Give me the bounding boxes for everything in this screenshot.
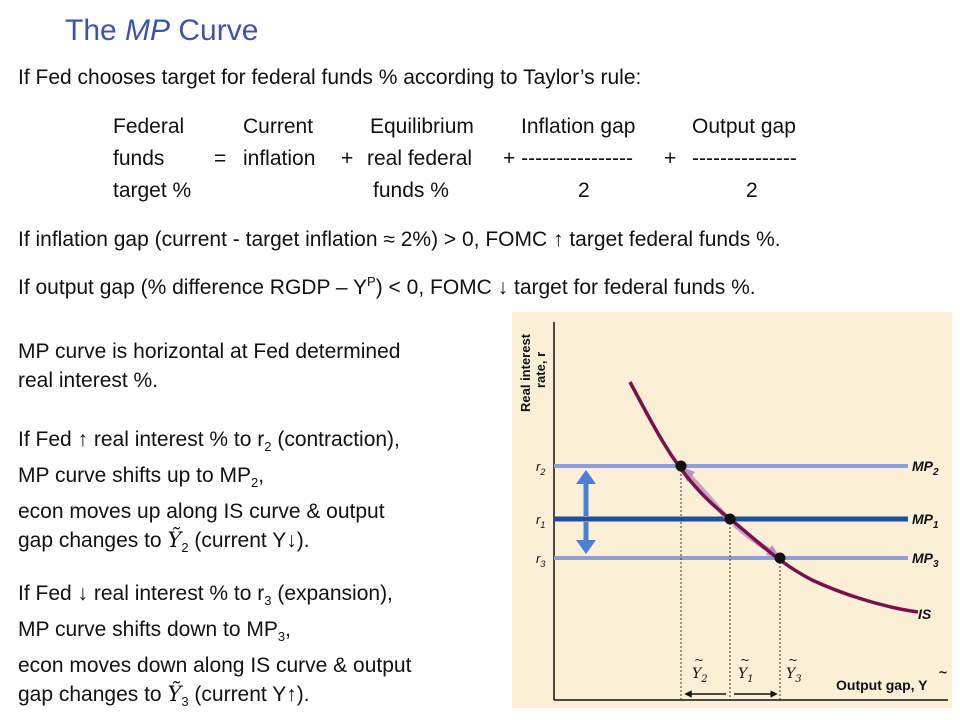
formula-output-gap: Output gap <box>692 115 796 138</box>
contraction-paragraph: If Fed ↑ real interest % to r2 (contract… <box>18 428 400 556</box>
mp-horizontal-paragraph: MP curve is horizontal at Fed determined… <box>18 340 401 392</box>
formula-equilibrium-2: real federal <box>367 147 473 170</box>
formula-equals: = <box>214 147 227 170</box>
is-label: IS <box>918 606 932 622</box>
inflation-gap-rule: If inflation gap (current - target infla… <box>18 228 781 251</box>
equilibrium-point-1 <box>724 513 736 525</box>
y1-tilde: ~ <box>740 653 750 667</box>
move-up-arrowhead <box>682 467 695 482</box>
y3-label: Y3 <box>786 666 802 685</box>
r1-label: r1 <box>536 512 545 530</box>
r2-label: r2 <box>536 459 545 477</box>
formula-plus-1: + <box>341 147 354 170</box>
formula-federal-2: funds <box>113 147 165 170</box>
mp-is-diagram: Real interest rate, r r2 r1 r3 MP2 MP1 M… <box>512 312 952 708</box>
slide-title: The MP Curve <box>65 14 259 47</box>
mp1-label: MP1 <box>912 511 939 531</box>
formula-plus-fraction-1: + ---------------- <box>503 147 633 170</box>
formula-current-1: Current <box>243 115 314 138</box>
formula-equilibrium-1: Equilibrium <box>370 115 474 138</box>
expansion-paragraph: If Fed ↓ real interest % to r3 (expansio… <box>18 582 412 710</box>
shift-up-arrow-head <box>576 470 596 484</box>
mp2-label: MP2 <box>912 458 939 478</box>
formula-current-2: inflation <box>243 147 316 170</box>
output-gap-rule: If output gap (% difference RGDP – YP) <… <box>18 274 756 299</box>
equilibrium-point-3 <box>774 552 786 564</box>
y2-tilde: ~ <box>694 653 704 667</box>
formula-federal-1: Federal <box>113 115 185 138</box>
formula-denominator-2: 2 <box>746 179 758 202</box>
y3-tilde: ~ <box>788 653 798 667</box>
mp3-label: MP3 <box>912 550 939 570</box>
formula-equilibrium-3: funds % <box>373 179 449 202</box>
y2-label: Y2 <box>692 666 708 685</box>
formula-plus-3: + <box>664 147 677 170</box>
taylor-rule-intro: If Fed chooses target for federal funds … <box>18 66 642 89</box>
shift-down-arrow-head <box>576 540 596 554</box>
y1-label: Y1 <box>738 666 754 685</box>
formula-federal-3: target % <box>113 179 192 202</box>
x-axis-label: Output gap, Y <box>836 677 928 693</box>
x-axis-tilde: ~ <box>938 665 948 679</box>
y-axis-label-1: Real interest <box>518 333 533 412</box>
formula-denominator-1: 2 <box>578 179 590 202</box>
formula-inflation-gap: Inflation gap <box>521 115 636 138</box>
formula-fraction-2: --------------- <box>692 147 797 170</box>
diagram-background <box>512 312 952 708</box>
r3-label: r3 <box>536 551 545 569</box>
equilibrium-point-2 <box>675 460 687 472</box>
is-curve <box>628 381 919 614</box>
y-axis-label-2: rate, r <box>533 352 548 388</box>
